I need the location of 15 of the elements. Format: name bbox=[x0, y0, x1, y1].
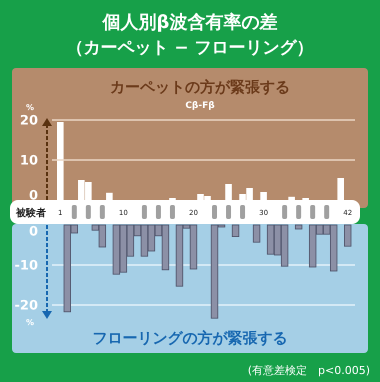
y-tick-label: 0 bbox=[28, 224, 38, 240]
y-tick-label: -20 bbox=[14, 298, 38, 314]
text: Cβ-Fβ bbox=[185, 101, 216, 111]
y-axis-title: % bbox=[26, 103, 34, 112]
y-tick-label: 0 bbox=[28, 188, 38, 204]
chart-subtitle: （カーペット − フローリング） bbox=[66, 38, 314, 58]
chart-title: 個人別β波含有率の差 bbox=[102, 12, 278, 33]
text: カーペットの方が緊張する bbox=[110, 78, 290, 96]
y-tick-label: 20 bbox=[20, 114, 38, 129]
y-axis-title: % bbox=[26, 318, 34, 327]
text: フローリングの方が緊張する bbox=[92, 329, 288, 347]
y-tick-label: 10 bbox=[20, 154, 38, 169]
x-axis-title: 被験者 bbox=[15, 207, 46, 219]
y-tick-label: -10 bbox=[14, 258, 38, 274]
text: (有意差検定 p<0.005) bbox=[248, 364, 370, 377]
